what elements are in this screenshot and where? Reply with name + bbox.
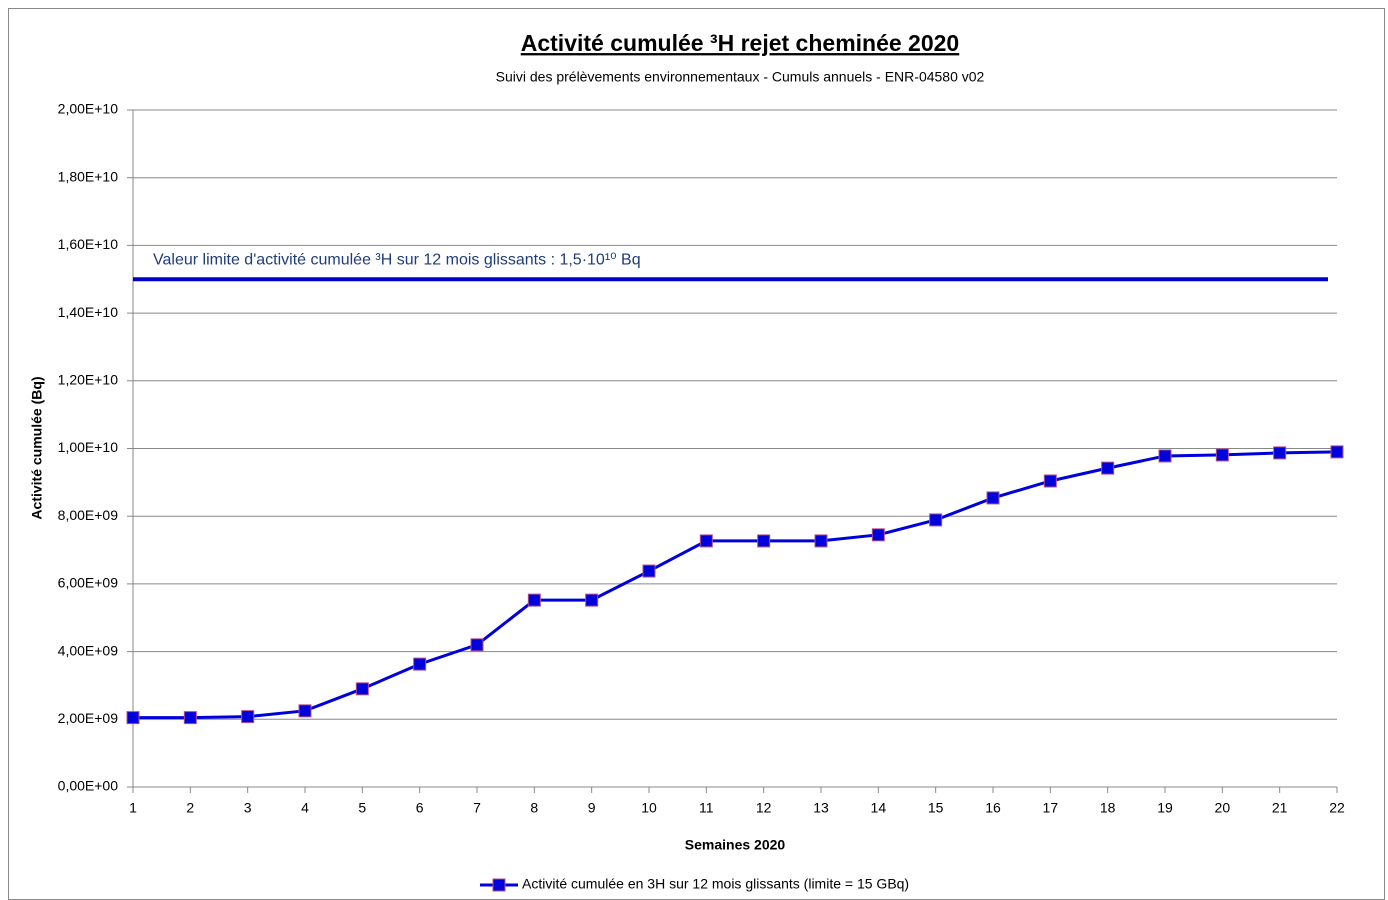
y-tick-label: 1,80E+10: [58, 168, 119, 184]
x-tick-label: 20: [1215, 800, 1231, 816]
marker: [1043, 474, 1057, 488]
x-tick-label: 22: [1329, 800, 1345, 816]
marker: [470, 638, 484, 652]
marker: [814, 534, 828, 548]
x-tick-label: 7: [473, 800, 481, 816]
y-tick-label: 1,00E+10: [58, 439, 119, 455]
marker: [929, 513, 943, 527]
x-tick-label: 18: [1100, 800, 1116, 816]
marker: [1101, 461, 1115, 475]
x-tick-label: 3: [244, 800, 252, 816]
x-tick-label: 4: [301, 800, 309, 816]
y-tick-label: 2,00E+10: [58, 101, 119, 117]
x-tick-label: 15: [928, 800, 944, 816]
y-tick-label: 1,60E+10: [58, 236, 119, 252]
chart-subtitle: Suivi des prélèvements environnementaux …: [496, 69, 985, 85]
marker: [642, 564, 656, 578]
x-tick-label: 14: [871, 800, 887, 816]
marker: [699, 534, 713, 548]
marker: [413, 657, 427, 671]
x-tick-label: 13: [813, 800, 829, 816]
chart-border: [8, 8, 1385, 900]
marker: [1273, 446, 1287, 460]
legend-label: Activité cumulée en 3H sur 12 mois gliss…: [522, 876, 909, 892]
marker: [1158, 449, 1172, 463]
x-tick-label: 2: [186, 800, 194, 816]
x-tick-label: 9: [588, 800, 596, 816]
y-tick-label: 8,00E+09: [58, 507, 119, 523]
marker: [126, 711, 140, 725]
x-tick-label: 6: [416, 800, 424, 816]
x-tick-label: 10: [641, 800, 657, 816]
y-tick-label: 2,00E+09: [58, 710, 119, 726]
marker: [1215, 448, 1229, 462]
x-tick-label: 5: [358, 800, 366, 816]
y-tick-label: 1,20E+10: [58, 372, 119, 388]
marker: [355, 682, 369, 696]
marker: [183, 711, 197, 725]
marker: [757, 534, 771, 548]
y-tick-label: 1,40E+10: [58, 304, 119, 320]
x-tick-label: 19: [1157, 800, 1173, 816]
y-tick-label: 6,00E+09: [58, 575, 119, 591]
marker: [585, 593, 599, 607]
y-axis-label: Activité cumulée (Bq): [29, 376, 45, 519]
x-tick-label: 17: [1043, 800, 1059, 816]
limit-annotation: Valeur limite d'activité cumulée ³H sur …: [153, 251, 641, 268]
x-tick-label: 1: [129, 800, 137, 816]
x-tick-label: 12: [756, 800, 772, 816]
y-tick-label: 0,00E+00: [58, 778, 119, 794]
marker: [986, 491, 1000, 505]
legend-marker: [492, 878, 506, 892]
y-tick-label: 4,00E+09: [58, 642, 119, 658]
chart-title: Activité cumulée ³H rejet cheminée 2020: [521, 30, 959, 56]
x-tick-label: 11: [699, 800, 714, 816]
series-line: [133, 450, 1338, 720]
marker: [527, 593, 541, 607]
x-tick-label: 8: [530, 800, 538, 816]
marker: [1330, 445, 1344, 459]
x-axis-label: Semaines 2020: [685, 837, 786, 853]
marker: [871, 528, 885, 542]
marker: [298, 704, 312, 718]
x-tick-label: 21: [1272, 800, 1288, 816]
x-tick-label: 16: [985, 800, 1001, 816]
marker: [241, 710, 255, 724]
